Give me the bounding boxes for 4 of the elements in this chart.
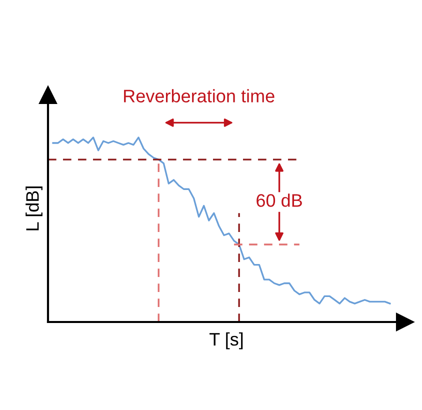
annotation: 60 dB xyxy=(256,194,302,207)
y-axis-title: L [dB] xyxy=(26,186,42,230)
x-axis-title: T [s] xyxy=(210,332,243,350)
text: Reverberation time xyxy=(124,89,274,102)
